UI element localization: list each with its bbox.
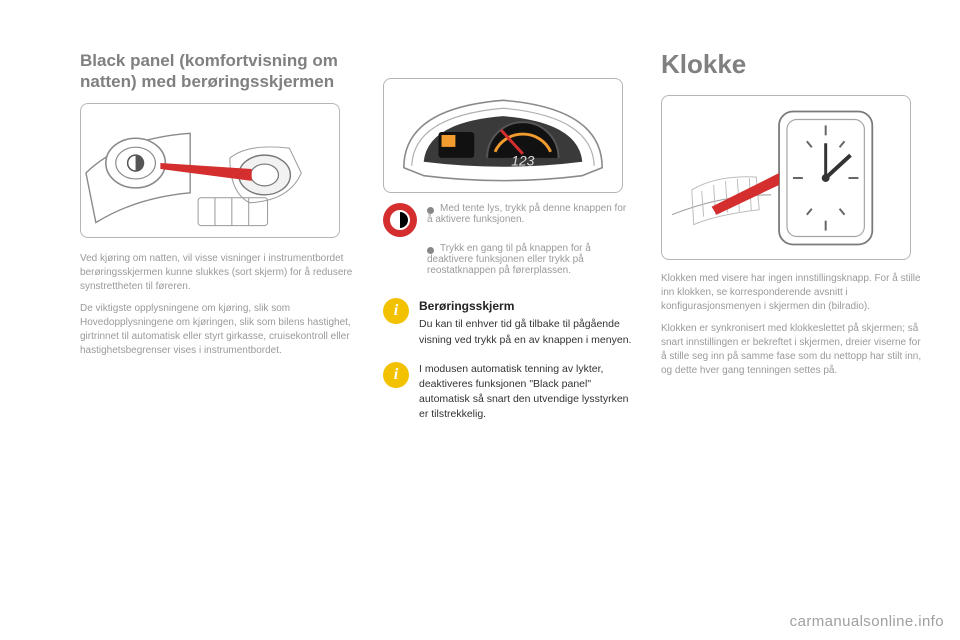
warn-bullet-2-text: Trykk en gang til på knappen for å deakt…: [427, 243, 633, 276]
contrast-icon: [383, 203, 417, 237]
right-column: Klokke: [661, 50, 925, 423]
left-paragraph-2: De viktigste opplysningene om kjøring, s…: [80, 302, 355, 358]
instrument-cluster-illustration: 123: [384, 78, 622, 193]
figure-analog-clock: [661, 95, 911, 260]
figure-dimmer-control: [80, 103, 340, 238]
three-column-layout: Black panel (komfortvisning om natten) m…: [80, 50, 925, 423]
warn-bullet-row-1: Med tente lys, trykk på denne knappen fo…: [383, 203, 633, 237]
figure-instrument-cluster: 123: [383, 78, 623, 193]
right-paragraph-2: Klokken er synkronisert med klokkeslette…: [661, 322, 925, 378]
info-1-text: Berøringsskjerm Du kan til enhver tid gå…: [419, 298, 633, 348]
info-1-title: Berøringsskjerm: [419, 298, 633, 315]
info-icon: i: [383, 362, 409, 388]
info-box-touchscreen: i Berøringsskjerm Du kan til enhver tid …: [383, 298, 633, 348]
info-1-body: Du kan til enhver tid gå tilbake til påg…: [419, 317, 633, 347]
info-2-body: I modusen automatisk tenning av lykter, …: [419, 362, 633, 423]
dimmer-control-illustration: [81, 103, 339, 238]
analog-clock-illustration: [662, 95, 910, 260]
left-section-title: Black panel (komfortvisning om natten) m…: [80, 50, 355, 93]
bullet-dot: [427, 243, 440, 254]
middle-column: 123 Med tente lys, trykk på denne knappe…: [383, 50, 633, 423]
watermark: carmanualsonline.info: [790, 613, 944, 630]
warn-bullet-row-2: Trykk en gang til på knappen for å deakt…: [427, 243, 633, 276]
warn-bullet-1: Med tente lys, trykk på denne knappen fo…: [427, 203, 626, 225]
info-box-autolight: i I modusen automatisk tenning av lykter…: [383, 362, 633, 423]
mid-spacer: [383, 50, 633, 78]
contrast-glyph: [390, 210, 410, 230]
clock-section-title: Klokke: [661, 50, 925, 79]
manual-page: Black panel (komfortvisning om natten) m…: [0, 0, 960, 640]
left-column: Black panel (komfortvisning om natten) m…: [80, 50, 355, 423]
bullet-dot: [427, 203, 440, 214]
warn-bullet-1-text: Med tente lys, trykk på denne knappen fo…: [427, 203, 633, 225]
warn-bullet-2: Trykk en gang til på knappen for å deakt…: [427, 243, 591, 276]
cluster-speed-readout: 123: [511, 153, 534, 169]
info-icon: i: [383, 298, 409, 324]
left-paragraph-1: Ved kjøring om natten, vil visse visning…: [80, 252, 355, 294]
right-paragraph-1: Klokken med visere har ingen innstilling…: [661, 272, 925, 314]
